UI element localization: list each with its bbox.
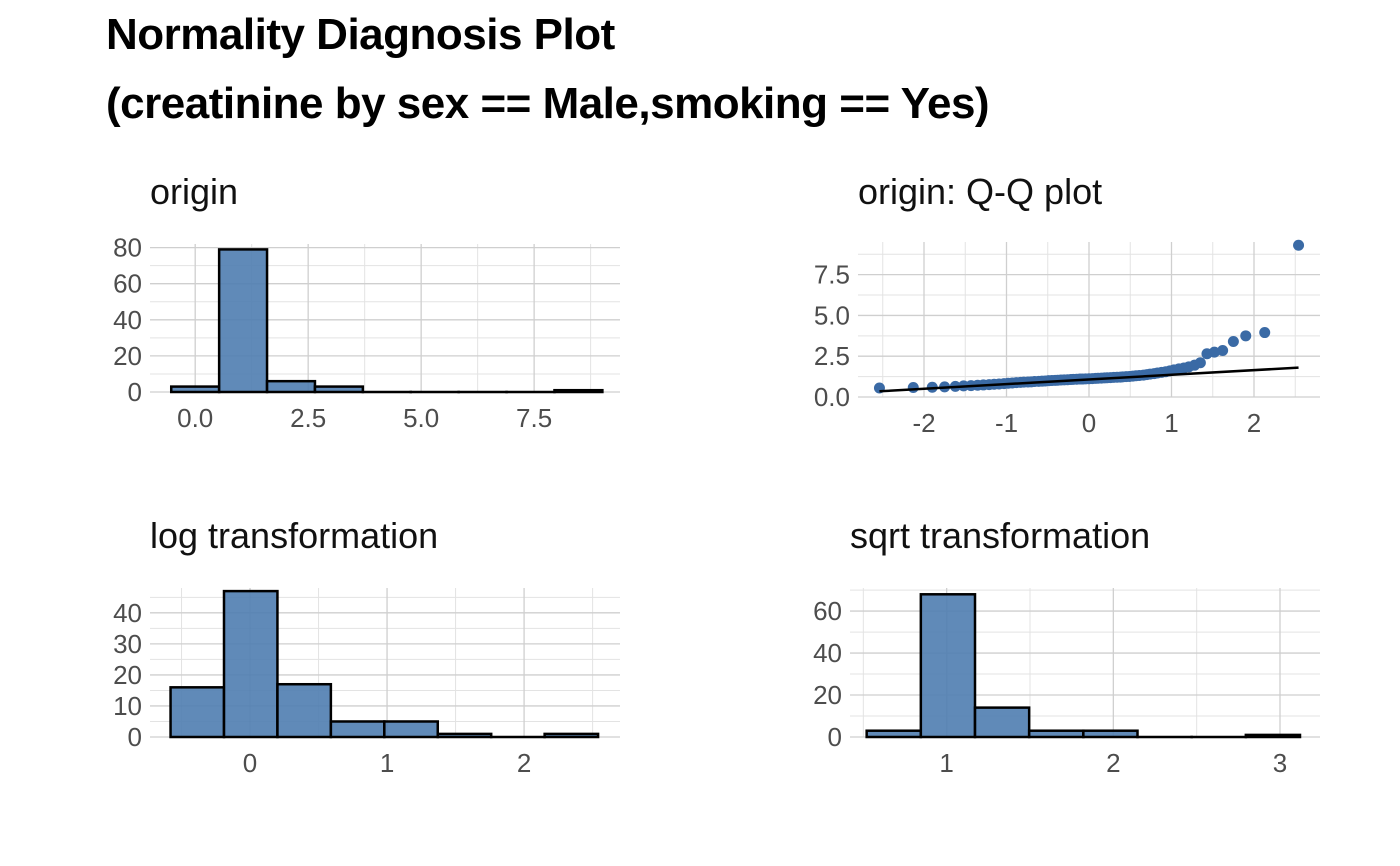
histogram-bar [313, 385, 365, 394]
x-tick-label: 0.0 [177, 403, 213, 433]
histogram-bar [1082, 729, 1139, 739]
histogram-bar [973, 706, 1031, 739]
histogram-bar [543, 732, 600, 739]
figure-title-line-2: (creatinine by sex == Male,smoking == Ye… [106, 79, 990, 128]
qq-point [1240, 330, 1252, 342]
y-tick-label: 20 [813, 680, 842, 710]
x-tick-label: 2 [1106, 748, 1120, 778]
qq-point [1227, 336, 1239, 348]
panel-title-log: log transformation [150, 515, 438, 556]
y-tick-label: 0 [128, 377, 142, 407]
histogram-bar [169, 385, 221, 394]
histogram-bar [169, 686, 226, 739]
figure-title: Normality Diagnosis Plot (creatinine by … [106, 0, 990, 138]
y-tick-label: 80 [113, 233, 142, 263]
y-tick-label: 0 [828, 722, 842, 752]
y-tick-label: 20 [113, 341, 142, 371]
qq-point [1259, 327, 1271, 339]
y-tick-label: 40 [813, 638, 842, 668]
histogram-bar [329, 720, 386, 739]
x-tick-label: 0 [243, 748, 257, 778]
histogram-bar [919, 593, 977, 739]
qq-point [907, 382, 919, 394]
qq-point [1208, 346, 1220, 358]
y-tick-label: 40 [113, 598, 142, 628]
x-tick-label: 3 [1273, 748, 1287, 778]
plot-sqrt: 1 2 3 0 20 40 60 [813, 588, 1320, 778]
qq-point [1217, 345, 1229, 356]
x-tick-label: 1 [1164, 408, 1178, 438]
qq-point [1194, 357, 1206, 369]
histogram-bar [383, 720, 440, 739]
y-tick-label: 7.5 [814, 260, 850, 290]
x-tick-label: 2 [517, 748, 531, 778]
panel-title-origin: origin [150, 171, 238, 212]
plot-origin: 0.0 2.5 5.0 7.5 0 20 40 60 80 [113, 233, 620, 433]
y-tick-label: 5.0 [814, 300, 850, 330]
x-tick-label: 0 [1082, 408, 1096, 438]
y-tick-label: 40 [113, 305, 142, 335]
y-tick-label: 2.5 [814, 341, 850, 371]
qq-point [1293, 239, 1305, 251]
x-tick-label: 5.0 [403, 403, 439, 433]
panel-title-qq: origin: Q-Q plot [858, 171, 1102, 212]
y-tick-label: 30 [113, 629, 142, 659]
histogram-bar [217, 248, 269, 394]
y-tick-label: 60 [113, 269, 142, 299]
x-tick-label: 2 [1247, 408, 1261, 438]
x-tick-label: 2.5 [290, 403, 326, 433]
histogram-bar [276, 682, 333, 739]
histogram-bar [1244, 733, 1302, 739]
y-tick-label: 20 [113, 660, 142, 690]
x-tick-label: 1 [939, 748, 953, 778]
histogram-bar [865, 729, 923, 739]
panel-origin: origin 0.0 2.5 5.0 7.5 0 20 40 60 80 [113, 171, 620, 433]
qq-reference-line [879, 366, 1299, 393]
x-tick-label: 7.5 [516, 403, 552, 433]
y-tick-label: 60 [813, 596, 842, 626]
y-tick-label: 10 [113, 691, 142, 721]
histogram-bar [436, 732, 493, 739]
figure-title-line-1: Normality Diagnosis Plot [106, 10, 615, 59]
y-tick-label: 0.0 [814, 382, 850, 412]
x-tick-label: -1 [995, 408, 1018, 438]
panel-sqrt: sqrt transformation 1 2 3 0 20 40 60 [813, 515, 1320, 778]
panel-qq: origin: Q-Q plot -2 -1 0 1 2 0.0 2.5 5.0 7.5 [814, 171, 1320, 438]
plot-qq: -2 -1 0 1 2 0.0 2.5 5.0 7.5 [814, 239, 1320, 438]
histogram-bar [1027, 729, 1085, 739]
y-tick-label: 0 [128, 722, 142, 752]
panel-title-sqrt: sqrt transformation [850, 515, 1150, 556]
histogram-bar [222, 589, 279, 739]
histogram-bar [553, 388, 604, 394]
histogram-bar [265, 379, 317, 394]
x-tick-label: -2 [912, 408, 935, 438]
x-tick-label: 1 [380, 748, 394, 778]
